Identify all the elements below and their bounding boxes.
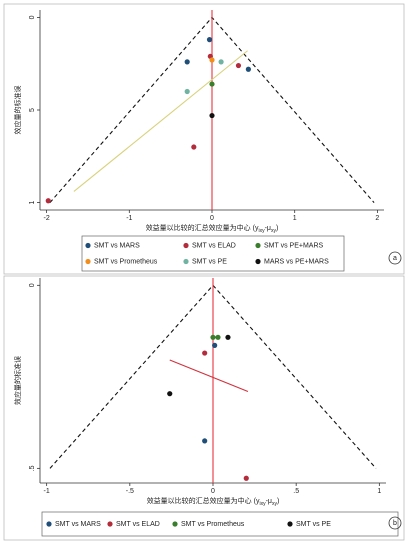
x-tick-label: 2 [375, 215, 379, 222]
data-point [184, 88, 190, 95]
x-axis-title-part: xy [271, 228, 277, 234]
legend-label: SMT vs PE [296, 521, 331, 528]
data-point [202, 438, 208, 444]
legend-marker [85, 242, 91, 249]
data-point [209, 81, 215, 87]
panel-label: b [393, 520, 397, 527]
legend-marker [287, 521, 293, 527]
fit-line [169, 359, 249, 392]
x-tick-label: .5 [293, 488, 299, 495]
legend-marker [183, 242, 189, 249]
legend-box [81, 235, 345, 272]
data-point [45, 198, 51, 204]
legend-label: MARS vs PE+MARS [264, 258, 329, 265]
legend-label: SMT vs ELAD [192, 242, 236, 249]
x-tick-label: 0 [211, 488, 215, 495]
x-axis-title-part: ) [277, 498, 279, 505]
x-axis-title-part: xy [272, 501, 278, 507]
x-axis-title: 效益量以比较的汇总效应量为中心 (yixy-μxy) [146, 223, 279, 234]
panel-badge [388, 251, 402, 265]
legend-label: SMT vs PE [192, 258, 227, 265]
data-point [191, 144, 197, 150]
data-point [202, 350, 208, 356]
legend-marker [107, 521, 113, 527]
legend-box [41, 511, 399, 537]
panel-label: a [393, 255, 397, 262]
data-point [209, 57, 215, 63]
legend-label: SMT vs MARS [55, 521, 101, 528]
x-tick-label: -1 [44, 488, 50, 495]
x-axis-title-part: -μ [265, 225, 271, 232]
y-axis-title: 效应量的标准误 [13, 356, 22, 405]
legend-marker [172, 521, 178, 527]
legend-label: SMT vs PE+MARS [264, 242, 324, 249]
x-tick-label: -.5 [126, 488, 134, 495]
x-tick-label: -1 [126, 215, 132, 222]
data-point [218, 59, 224, 65]
panel-frame [3, 3, 405, 275]
data-point [235, 62, 242, 69]
legend-marker [183, 258, 189, 265]
legend-marker [46, 521, 52, 527]
data-point [184, 59, 190, 65]
legend-label: SMT vs MARS [94, 242, 140, 249]
data-point [243, 475, 249, 481]
data-point [167, 391, 173, 397]
data-point [209, 112, 215, 119]
x-axis-title-part: ixy [258, 228, 265, 234]
x-axis-title-part: -μ [266, 498, 272, 505]
legend-label: SMT vs ELAD [116, 521, 160, 528]
y-tick-label: .5 [29, 465, 36, 471]
fit-line [73, 50, 248, 192]
y-axis-title: 效应量的标准误 [13, 86, 22, 135]
x-tick-label: -2 [43, 215, 49, 222]
panel-badge [388, 516, 402, 530]
legend-marker [85, 258, 91, 265]
x-axis-title-part: ixy [259, 501, 266, 507]
legend-marker [255, 242, 261, 249]
panel-frame [3, 275, 405, 541]
x-axis-title-part: 效益量以比较的汇总效应量为中心 (y [147, 496, 260, 505]
y-tick-label: 5 [29, 108, 36, 112]
x-tick-label: 1 [377, 488, 381, 495]
data-point [212, 342, 218, 348]
y-tick-label: 0 [29, 283, 36, 287]
x-tick-label: 0 [210, 215, 214, 222]
data-point [245, 66, 251, 72]
x-axis-title-part: 效益量以比较的汇总效应量为中心 (y [146, 223, 259, 232]
x-axis-title-part: ) [276, 225, 278, 232]
x-axis-title: 效益量以比较的汇总效应量为中心 (yixy-μxy) [147, 496, 280, 507]
legend-marker [255, 258, 261, 265]
legend-label: SMT vs Prometheus [94, 258, 158, 265]
data-point [215, 334, 221, 340]
data-point [225, 334, 231, 340]
x-tick-label: 1 [293, 215, 297, 222]
data-point [206, 37, 213, 43]
y-tick-label: 1 [29, 201, 36, 205]
data-point [210, 334, 216, 340]
legend-label: SMT vs Prometheus [181, 521, 245, 528]
y-tick-label: 0 [29, 15, 36, 19]
